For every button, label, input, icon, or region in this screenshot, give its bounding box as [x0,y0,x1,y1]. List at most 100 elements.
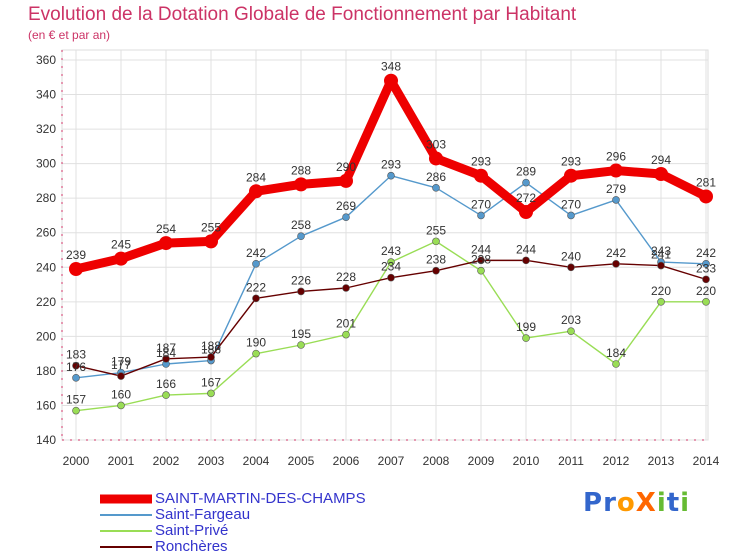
y-tick-label: 300 [36,157,56,171]
x-tick-label: 2000 [63,454,90,468]
axis-layer: 140 160 180 200 220 240 260 280 300 320 340 360 2000… [36,50,720,468]
series-1-data-label: 270 [471,197,491,211]
series-2-data-label: 238 [471,253,491,267]
series-0-point [294,177,308,192]
series-3-data-label: 233 [696,261,716,275]
series-0-point [339,173,353,188]
series-1-data-label: 186 [201,343,221,357]
series-2-point [162,391,170,399]
series-2-point [432,237,440,246]
series-1-point [477,211,485,220]
legend-swatch-saint-martin [100,494,152,504]
logo-letter: i [680,488,691,518]
series-0-point [519,205,533,219]
series-2-point [72,406,80,415]
series-2-point [477,266,485,275]
x-tick-label: 2001 [108,454,135,468]
series-0-data-label: 272 [516,191,536,205]
logo-letter: r [603,488,617,518]
series-3-point [72,361,80,370]
series-3-data-label: 226 [291,273,311,287]
series-1-data-label: 270 [561,197,581,211]
x-tick-label: 2013 [648,454,675,468]
series-3-point [387,273,395,282]
series-3-point [432,266,440,275]
x-tick-label: 2002 [153,454,180,468]
logo-letter: X [635,488,657,518]
series-3-point [477,256,485,265]
y-tick-label: 340 [36,88,56,102]
series-3-data-label: 228 [336,270,356,284]
series-1-data-label: 293 [381,158,401,172]
chart-title: Evolution de la Dotation Globale de Fonc… [28,4,577,25]
legend-swatch-roncheres [100,546,152,548]
series-1-data-label: 176 [66,360,86,374]
series-3-point [342,284,350,292]
x-tick-label: 2009 [468,454,495,468]
series-2-data-label: 167 [201,375,221,389]
series-3-point [657,261,665,270]
series-3-data-label: 241 [651,248,671,262]
series-1-data-label: 242 [246,246,266,260]
legend-label-saint-fargeau: Saint-Fargeau [155,506,251,523]
x-tick-label: 2008 [423,454,450,468]
series-3-data-label: 222 [246,280,266,294]
series-3-point [297,287,305,296]
x-tick-label: 2010 [513,454,540,468]
series-2-data-label: 190 [246,336,266,350]
series-3-point [207,353,215,361]
series-3-data-label: 187 [156,341,176,355]
series-0-point [654,167,668,181]
series-2-data-label: 199 [516,320,536,334]
x-tick-label: 2007 [378,454,405,468]
y-tick-label: 200 [36,329,56,343]
logo-letter: P [583,488,604,518]
y-tick-label: 140 [36,433,56,447]
legend-label-saint-prive: Saint-Privé [155,522,229,539]
series-2-point [342,330,350,339]
x-tick-label: 2005 [288,454,315,468]
series-1-point [72,374,80,382]
series-3-point [702,275,710,284]
legend-swatch-saint-fargeau [100,514,152,516]
series-3-data-label: 183 [66,348,86,362]
series-0-data-label: 303 [426,137,446,151]
series-1-point [567,211,575,220]
y-tick-label: 360 [36,53,56,67]
series-1-data-label: 242 [696,246,716,260]
series-2-point [657,298,665,306]
series-0-point [699,189,713,204]
series-3-data-label: 242 [606,246,626,260]
series-1-data-label: 279 [606,182,626,196]
series-1-data-label: 243 [651,244,671,258]
series-1-point [387,171,395,180]
series-2-point [612,360,620,368]
y-tick-label: 240 [36,260,56,274]
series-0-data-label: 293 [471,155,491,169]
legend-swatch-saint-prive [100,530,152,532]
y-tick-label: 220 [36,295,56,309]
series-2-data-label: 184 [606,346,626,360]
series-2-data-label: 166 [156,377,176,391]
series-0-data-label: 255 [201,220,221,234]
series-1-point [432,184,440,192]
logo-letter: i [656,488,667,518]
series-0-data-label: 348 [381,60,401,74]
series-3-data-label: 244 [516,242,536,256]
series-3-point [252,294,260,303]
series-3-data-label: 244 [471,242,491,256]
logo-letter: t [666,488,681,518]
series-layer [69,73,713,415]
series-0-data-label: 284 [246,170,266,184]
series-0-point [429,151,443,166]
series-3-data-label: 188 [201,339,221,353]
x-tick-label: 2004 [243,454,270,468]
series-2-point [252,349,260,358]
series-3-data-label: 234 [381,260,401,274]
y-tick-label: 180 [36,364,56,378]
series-1-point [342,213,350,221]
series-1-data-label: 179 [111,355,131,369]
series-2-data-label: 160 [111,387,131,401]
